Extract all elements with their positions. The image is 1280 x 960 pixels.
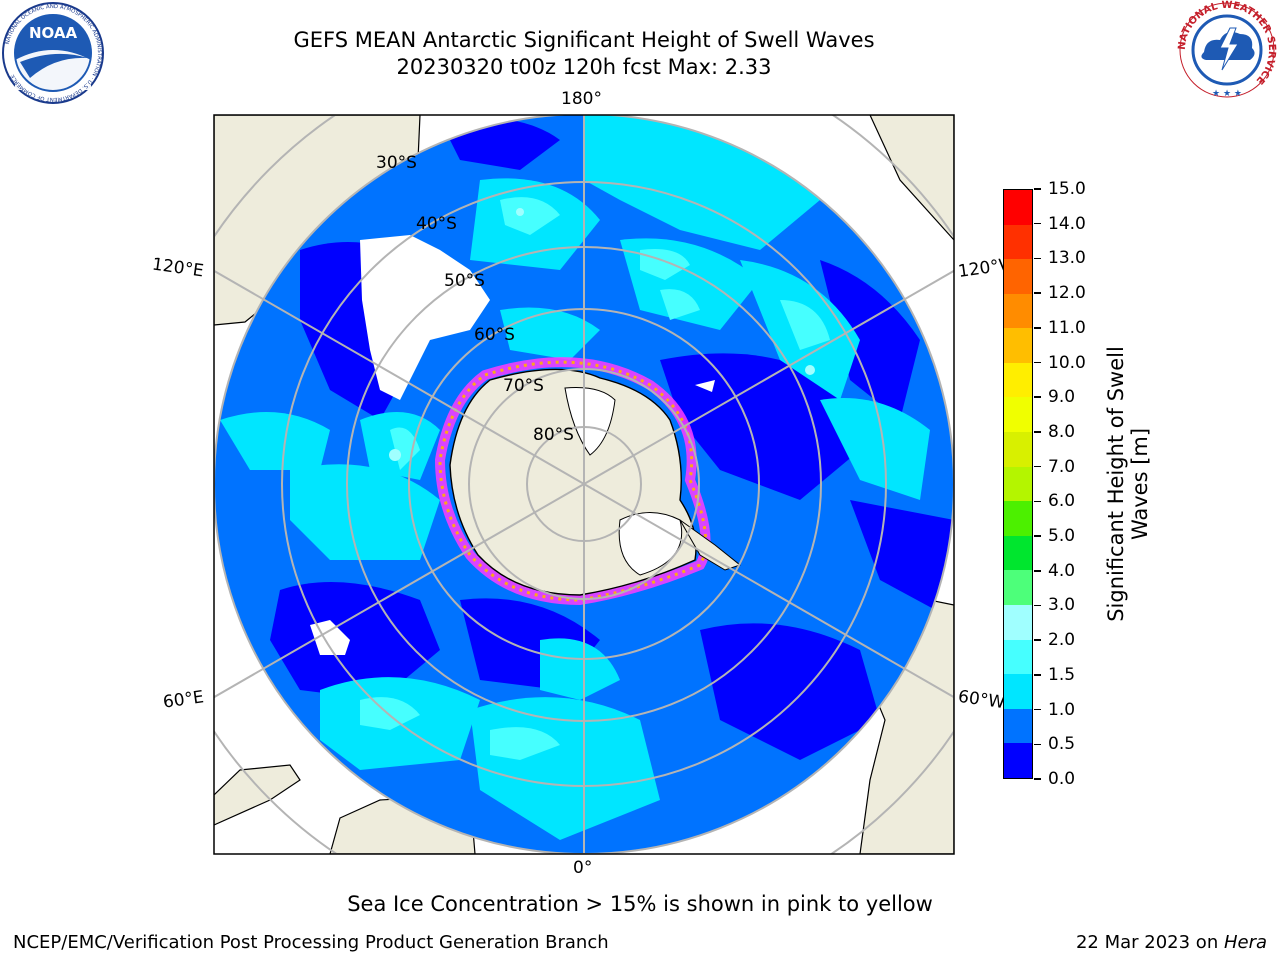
colorbar-tick-mark xyxy=(1034,222,1041,225)
colorbar-bin xyxy=(1004,708,1032,744)
graticule xyxy=(214,115,954,854)
title-line-1: GEFS MEAN Antarctic Significant Height o… xyxy=(293,28,875,52)
colorbar-tick-mark xyxy=(1034,604,1041,607)
nws-logo: NATIONAL WEATHER SERVICE ★ ★ ★ xyxy=(1177,0,1277,99)
colorbar-tick-mark xyxy=(1034,708,1041,711)
colorbar-tick-label: 15.0 xyxy=(1048,179,1086,199)
colorbar-bin xyxy=(1004,535,1032,571)
colorbar-bin xyxy=(1004,259,1032,294)
colorbar-tick-label: 7.0 xyxy=(1048,456,1076,477)
colorbar-label-line-2: Waves [m] xyxy=(1128,427,1152,541)
map-frame xyxy=(213,114,955,855)
colorbar-tick-mark xyxy=(1034,431,1041,433)
colorbar-tick-mark xyxy=(1034,570,1041,572)
colorbar-tick-label: 9.0 xyxy=(1048,387,1076,408)
noaa-logo: NOAA NATIONAL OCEANIC AND ATMOSPHERIC AD… xyxy=(2,2,104,104)
colorbar-tick-label: 1.5 xyxy=(1048,664,1076,685)
colorbar-tick-label: 0.0 xyxy=(1048,769,1076,789)
colorbar-tick-label: 12.0 xyxy=(1048,283,1086,304)
colorbar-tick-mark xyxy=(1034,535,1041,537)
colorbar-tick-label: 13.0 xyxy=(1048,248,1086,269)
colorbar-tick-mark xyxy=(1034,327,1041,329)
nws-stars-icon: ★ ★ ★ xyxy=(1212,89,1242,99)
colorbar-tick-label: 8.0 xyxy=(1048,421,1076,442)
colorbar-tick-label: 11.0 xyxy=(1048,317,1086,338)
colorbar-bin xyxy=(1004,605,1032,640)
lat-label-40s: 40°S xyxy=(416,214,457,234)
footer-machine: Hera xyxy=(1223,932,1267,953)
colorbar-tick-label: 14.0 xyxy=(1048,213,1086,234)
lon-label-0: 0° xyxy=(573,858,593,878)
colorbar-tick-label: 1.0 xyxy=(1048,699,1076,720)
colorbar-tick-mark xyxy=(1034,257,1041,260)
colorbar-bin xyxy=(1004,397,1032,433)
colorbar-tick-label: 5.0 xyxy=(1048,526,1076,547)
colorbar-tick-label: 0.5 xyxy=(1048,734,1076,755)
colorbar-bin xyxy=(1004,466,1032,502)
colorbar-bin xyxy=(1004,328,1032,363)
colorbar-tick-label: 2.0 xyxy=(1048,630,1076,651)
lat-label-30s: 30°S xyxy=(376,153,417,173)
lat-label-60s: 60°S xyxy=(474,325,515,345)
colorbar-bin xyxy=(1004,743,1032,778)
colorbar-tick-mark xyxy=(1034,188,1041,190)
colorbar-bin xyxy=(1004,189,1032,225)
colorbar-tick-label: 6.0 xyxy=(1048,491,1076,512)
colorbar-bin xyxy=(1004,674,1032,709)
colorbar-tick-mark xyxy=(1034,465,1041,468)
title-line-2: 20230320 t00z 120h fcst Max: 2.33 xyxy=(396,55,772,79)
colorbar-bin xyxy=(1004,224,1032,260)
footer-left: NCEP/EMC/Verification Post Processing Pr… xyxy=(13,932,609,953)
colorbar-label-line-1: Significant Height of Swell xyxy=(1104,346,1128,622)
colorbar-label: Significant Height of Swell Waves [m] xyxy=(1104,346,1152,622)
lat-label-50s: 50°S xyxy=(444,271,485,291)
colorbar-tick-mark xyxy=(1034,674,1041,676)
colorbar-ticks: 0.0 0.5 1.0 1.5 2.0 3.0 4.0 5.0 6.0 7.0 8.0 9.0 10.0… xyxy=(1034,180,1104,788)
colorbar-bin xyxy=(1004,501,1032,536)
footer-right: 22 Mar 2023 on Hera xyxy=(1076,932,1267,954)
colorbar xyxy=(1003,189,1033,779)
lon-label-180: 180° xyxy=(561,89,602,109)
colorbar-tick-mark xyxy=(1034,778,1041,780)
lat-label-70s: 70°S xyxy=(503,376,544,396)
sea-ice-note: Sea Ice Concentration > 15% is shown in … xyxy=(347,892,933,916)
colorbar-tick-mark xyxy=(1034,396,1041,398)
lat-label-80s: 80°S xyxy=(533,425,574,445)
colorbar-bin xyxy=(1004,362,1032,398)
colorbar-bin xyxy=(1004,570,1032,606)
colorbar-tick-mark xyxy=(1034,292,1041,294)
footer-date: 22 Mar 2023 on xyxy=(1075,932,1224,953)
noaa-logo-text: NOAA xyxy=(29,24,78,42)
colorbar-bin xyxy=(1004,639,1032,675)
colorbar-tick-mark xyxy=(1034,361,1041,364)
colorbar-tick-mark xyxy=(1034,743,1041,746)
colorbar-tick-mark xyxy=(1034,639,1041,641)
colorbar-bin xyxy=(1004,293,1032,329)
colorbar-bin xyxy=(1004,432,1032,467)
colorbar-tick-label: 3.0 xyxy=(1048,595,1076,616)
colorbar-tick-label: 10.0 xyxy=(1048,352,1086,373)
colorbar-tick-mark xyxy=(1034,500,1041,503)
colorbar-tick-label: 4.0 xyxy=(1048,560,1076,581)
